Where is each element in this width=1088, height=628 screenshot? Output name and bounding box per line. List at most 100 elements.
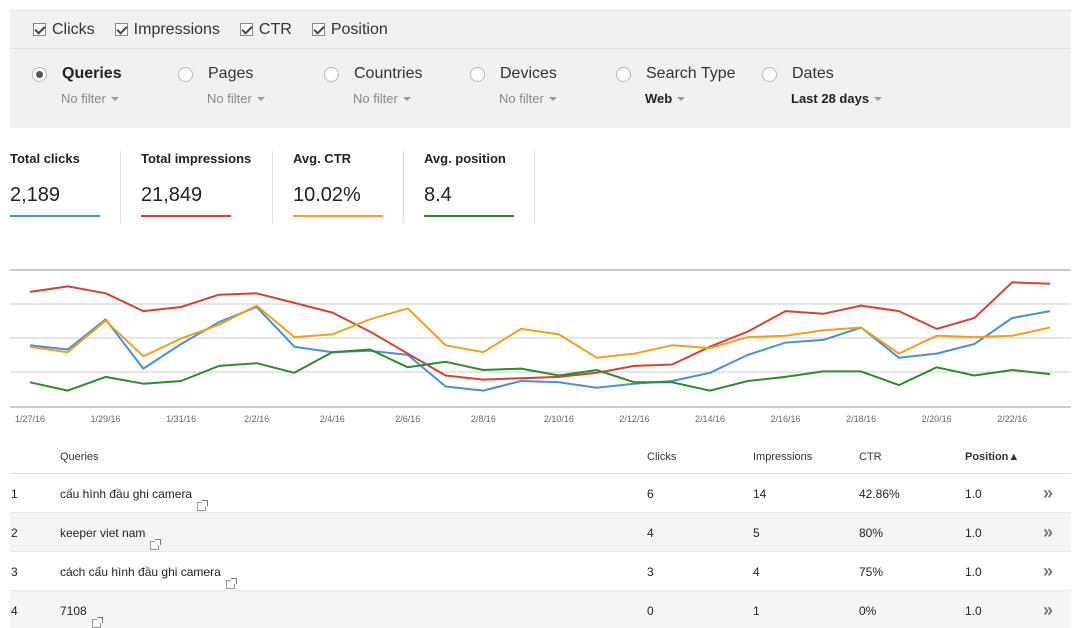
queries-table: Queries Clicks Impressions CTR Position▲…	[10, 438, 1071, 628]
toggle-clicks[interactable]: Clicks	[33, 21, 95, 39]
chart-x-tick-label: 2/12/16	[619, 414, 649, 424]
checkbox-icon[interactable]	[114, 23, 128, 36]
row-clicks: 0	[647, 604, 654, 618]
caret-down-icon	[874, 96, 883, 101]
caret-down-icon	[402, 96, 411, 101]
header-clicks[interactable]: Clicks	[647, 451, 677, 463]
table-row[interactable]: 1 cấu hình đầu ghi camera 6 14 42.86% 1.…	[10, 474, 1071, 513]
row-query[interactable]: cách cấu hình đầu ghi camera	[60, 565, 237, 589]
filter-label: Last 28 days	[791, 91, 870, 106]
summary-avg-position[interactable]: Avg. position 8.4	[424, 151, 514, 223]
performance-line-chart[interactable]: 1/27/16 1/29/16 1/31/16 2/2/16 2/4/16 2/6/16 2…	[0, 262, 1072, 438]
toggle-impressions[interactable]: Impressions	[114, 21, 220, 39]
summary-color-bar	[293, 215, 383, 217]
toggle-position[interactable]: Position	[311, 21, 388, 39]
summary-total-clicks[interactable]: Total clicks 2,189	[10, 151, 100, 223]
dimension-search-type[interactable]: Search Type Web	[616, 65, 736, 106]
caret-down-icon	[548, 96, 557, 101]
header-queries[interactable]: Queries	[60, 451, 99, 463]
checkbox-icon[interactable]	[311, 23, 325, 36]
chart-x-tick-label: 1/27/16	[15, 414, 45, 424]
table-row[interactable]: 2 keeper viet nam 4 5 80% 1.0 »	[10, 513, 1071, 552]
chart-x-tick-label: 2/2/16	[244, 414, 269, 424]
table-row[interactable]: 3 cách cấu hình đầu ghi camera 3 4 75% 1…	[10, 552, 1071, 591]
row-rank: 4	[11, 604, 18, 618]
chart-x-tick-label: 1/31/16	[166, 414, 196, 424]
chart-x-tick-label: 2/20/16	[922, 414, 952, 424]
radio-icon[interactable]	[324, 66, 339, 82]
header-impressions[interactable]: Impressions	[753, 451, 813, 463]
filter-dropdown-pages[interactable]: No filter	[207, 91, 265, 106]
dimension-queries[interactable]: Queries No filter	[32, 65, 122, 106]
summary-divider	[120, 151, 121, 223]
dimension-dates[interactable]: Dates Last 28 days	[762, 65, 883, 106]
dimension-selector: Queries No filter Pages No filter Countr…	[10, 48, 1071, 128]
header-position-sorted[interactable]: Position▲	[965, 451, 1020, 463]
toggle-ctr[interactable]: CTR	[239, 21, 292, 39]
dimension-countries[interactable]: Countries No filter	[324, 65, 422, 106]
query-text[interactable]: cách cấu hình đầu ghi camera	[60, 565, 221, 579]
radio-icon[interactable]	[470, 66, 485, 82]
toggle-label: Clicks	[52, 20, 95, 38]
summary-value: 21,849	[141, 184, 203, 206]
row-position: 1.0	[965, 487, 982, 501]
external-link-icon[interactable]	[91, 617, 103, 628]
row-query[interactable]: cấu hình đầu ghi camera	[60, 487, 209, 511]
query-text[interactable]: cấu hình đầu ghi camera	[60, 487, 193, 501]
dimension-pages[interactable]: Pages No filter	[178, 65, 265, 106]
query-text[interactable]: keeper viet nam	[60, 526, 146, 540]
chart-x-tick-label: 2/14/16	[695, 414, 725, 424]
header-ctr[interactable]: CTR	[859, 451, 882, 463]
dimension-radio-search-type[interactable]: Search Type	[616, 65, 736, 83]
radio-icon[interactable]	[762, 66, 777, 82]
row-query[interactable]: 7108	[60, 604, 103, 628]
row-details-chevron-icon[interactable]: »	[1043, 522, 1054, 542]
summary-value: 8.4	[424, 184, 452, 206]
summary-total-impressions[interactable]: Total impressions 21,849	[141, 151, 251, 223]
dimension-radio-pages[interactable]: Pages	[178, 65, 265, 83]
table-row[interactable]: 4 7108 0 1 0% 1.0 »	[10, 591, 1071, 628]
filter-dropdown-countries[interactable]: No filter	[353, 91, 422, 106]
filter-label: No filter	[353, 91, 398, 106]
dimension-radio-countries[interactable]: Countries	[324, 65, 422, 83]
row-details-chevron-icon[interactable]: »	[1043, 483, 1054, 503]
row-rank: 1	[11, 487, 18, 501]
summary-value: 2,189	[10, 184, 61, 206]
filter-label: No filter	[499, 91, 544, 106]
row-query[interactable]: keeper viet nam	[60, 526, 162, 550]
external-link-icon[interactable]	[150, 539, 162, 550]
dimension-radio-queries[interactable]: Queries	[32, 65, 122, 83]
dimension-label: Devices	[500, 65, 557, 82]
filter-dropdown-devices[interactable]: No filter	[499, 91, 557, 106]
caret-down-icon	[256, 96, 265, 101]
query-text[interactable]: 7108	[60, 604, 87, 618]
chart-x-tick-label: 2/10/16	[544, 414, 574, 424]
checkbox-icon[interactable]	[239, 23, 253, 36]
filter-dropdown-queries[interactable]: No filter	[61, 91, 122, 106]
row-ctr: 75%	[859, 565, 884, 579]
chart-x-tick-label: 2/8/16	[471, 414, 496, 424]
summary-divider	[272, 151, 273, 223]
row-position: 1.0	[965, 604, 982, 618]
external-link-icon[interactable]	[197, 500, 209, 511]
checkbox-icon[interactable]	[33, 23, 46, 36]
chart-x-tick-label: 1/29/16	[91, 414, 121, 424]
radio-icon[interactable]	[32, 66, 47, 82]
filter-dropdown-search-type[interactable]: Web	[645, 91, 736, 106]
dimension-label: Search Type	[646, 65, 736, 82]
dimension-devices[interactable]: Devices No filter	[470, 65, 557, 106]
filter-dropdown-dates[interactable]: Last 28 days	[791, 91, 883, 106]
row-details-chevron-icon[interactable]: »	[1043, 600, 1054, 620]
row-details-chevron-icon[interactable]: »	[1043, 561, 1054, 581]
dimension-label: Pages	[208, 65, 254, 82]
radio-icon[interactable]	[616, 66, 631, 82]
summary-avg-ctr[interactable]: Avg. CTR 10.02%	[293, 151, 383, 223]
caret-down-icon	[110, 96, 119, 101]
chart-series-line-0	[29, 306, 1051, 392]
chart-x-tick-label: 2/4/16	[320, 414, 345, 424]
external-link-icon[interactable]	[225, 578, 237, 589]
radio-icon[interactable]	[178, 66, 193, 82]
dimension-label: Queries	[62, 65, 122, 82]
dimension-radio-dates[interactable]: Dates	[762, 65, 882, 83]
dimension-radio-devices[interactable]: Devices	[470, 65, 557, 83]
